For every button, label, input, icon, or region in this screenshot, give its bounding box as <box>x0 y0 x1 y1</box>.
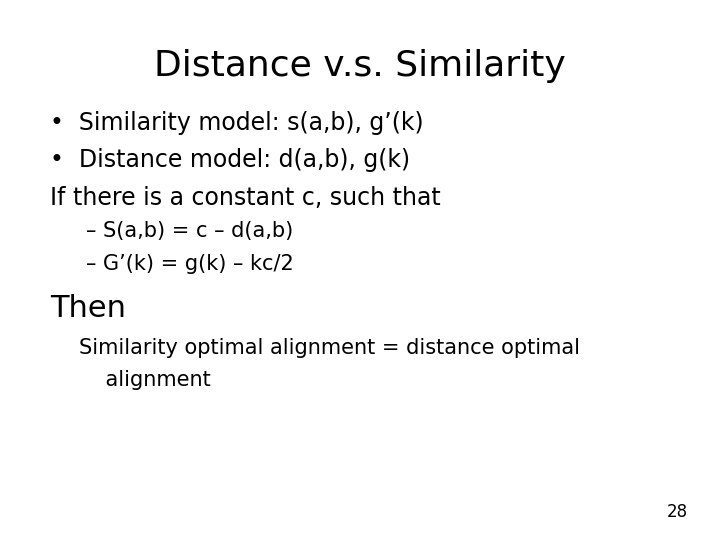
Text: •  Distance model: d(a,b), g(k): • Distance model: d(a,b), g(k) <box>50 148 410 172</box>
Text: Similarity optimal alignment = distance optimal: Similarity optimal alignment = distance … <box>79 338 580 357</box>
Text: If there is a constant c, such that: If there is a constant c, such that <box>50 186 441 210</box>
Text: Distance v.s. Similarity: Distance v.s. Similarity <box>154 49 566 83</box>
Text: Then: Then <box>50 294 127 323</box>
Text: •  Similarity model: s(a,b), g’(k): • Similarity model: s(a,b), g’(k) <box>50 111 424 134</box>
Text: 28: 28 <box>667 503 688 521</box>
Text: – S(a,b) = c – d(a,b): – S(a,b) = c – d(a,b) <box>86 221 294 241</box>
Text: alignment: alignment <box>79 370 211 390</box>
Text: – G’(k) = g(k) – kc/2: – G’(k) = g(k) – kc/2 <box>86 254 294 274</box>
